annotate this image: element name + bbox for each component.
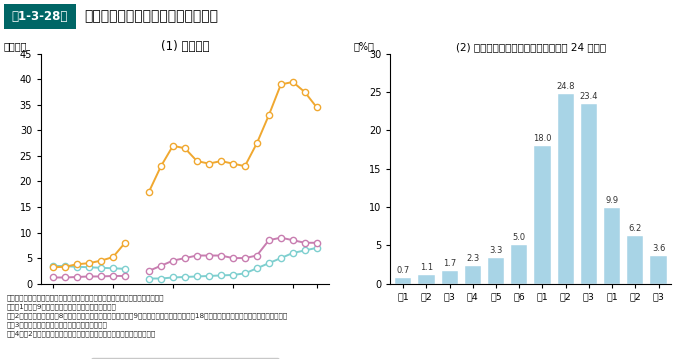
Text: 3.3: 3.3: [489, 246, 503, 255]
Text: 18.0: 18.0: [533, 134, 551, 143]
Text: 6.2: 6.2: [629, 224, 642, 233]
Bar: [627, 236, 643, 284]
Bar: [395, 278, 411, 284]
Text: （千件）: （千件）: [3, 42, 27, 52]
Bar: [488, 258, 504, 284]
Text: 学校内における暴力行為の発生件数: 学校内における暴力行為の発生件数: [84, 9, 218, 23]
Bar: [651, 256, 667, 284]
Text: 9.9: 9.9: [606, 196, 619, 205]
Text: 2.3: 2.3: [466, 254, 479, 263]
Text: 5.0: 5.0: [512, 233, 526, 242]
Bar: [442, 271, 458, 284]
Text: 第1-3-28図: 第1-3-28図: [12, 10, 68, 23]
Bar: [534, 146, 551, 284]
Text: 0.7: 0.7: [397, 266, 410, 275]
Bar: [419, 275, 434, 284]
Title: (1) 発生件数: (1) 発生件数: [161, 40, 209, 53]
Text: 24.8: 24.8: [556, 81, 575, 90]
Text: 1.7: 1.7: [443, 258, 456, 267]
Bar: [604, 208, 620, 284]
Bar: [464, 266, 481, 284]
Text: 1.1: 1.1: [420, 263, 433, 272]
Bar: [511, 245, 527, 284]
Title: (2) 学年別加害者（構成割合）（平成 24 年度）: (2) 学年別加害者（構成割合）（平成 24 年度）: [456, 42, 606, 52]
Bar: [558, 94, 574, 284]
Text: （%）: （%）: [354, 42, 375, 52]
Legend: 小学校, 中学校, 高校: 小学校, 中学校, 高校: [90, 358, 279, 359]
Bar: [581, 104, 597, 284]
Text: 23.4: 23.4: [580, 92, 598, 101]
Text: （出典）文部科学省「児童生徒の問題行動等生徒指導上の諸問題に関する調査」
（注）1．平成9年度から調査方法などを改めている。
　　2．調査対象は，平成8年度まで: （出典）文部科学省「児童生徒の問題行動等生徒指導上の諸問題に関する調査」 （注）…: [7, 294, 288, 337]
Text: 3.6: 3.6: [652, 244, 665, 253]
FancyBboxPatch shape: [4, 4, 76, 29]
